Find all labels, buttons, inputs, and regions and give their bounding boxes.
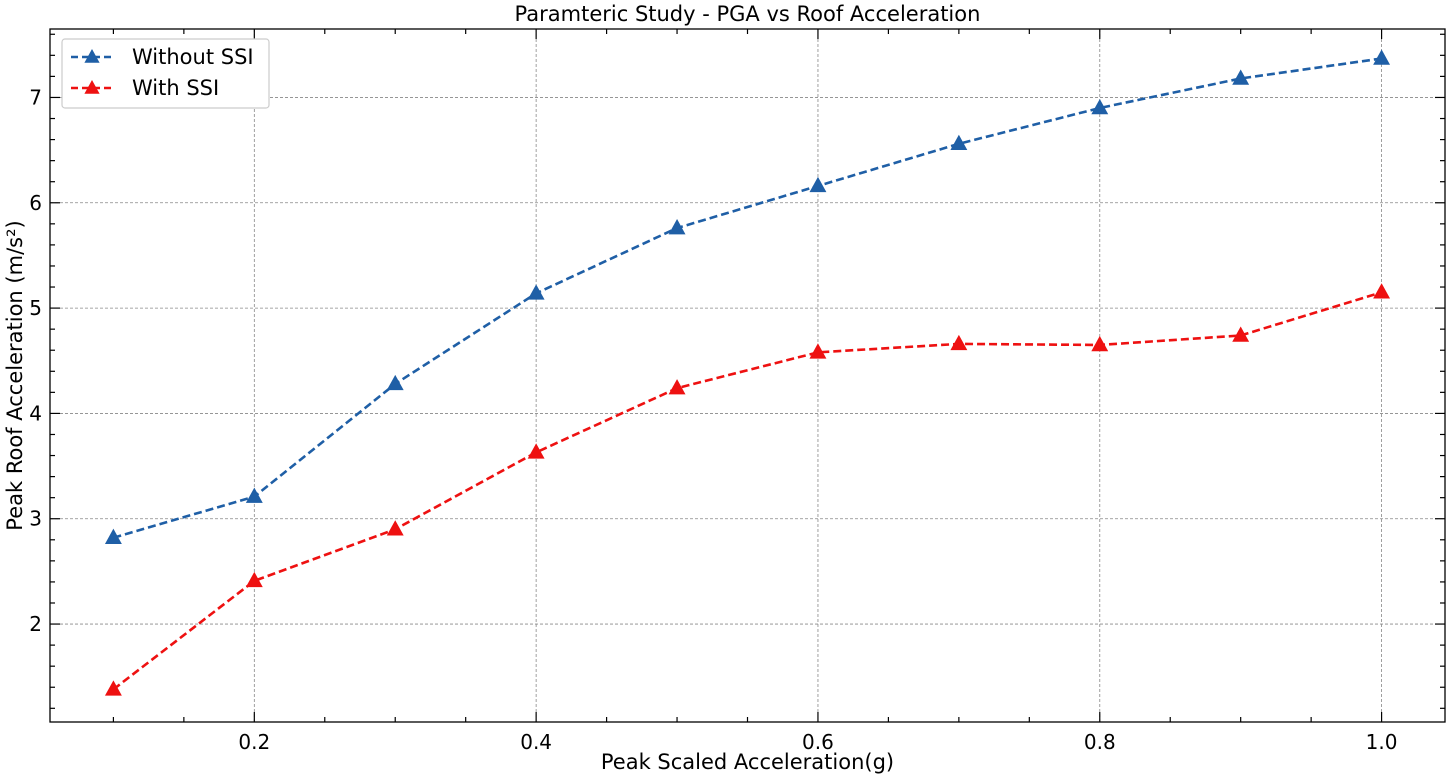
x-tick-label: 0.6 [802, 730, 834, 754]
chart-title: Paramteric Study - PGA vs Roof Accelerat… [515, 2, 981, 26]
data-point [1232, 69, 1250, 85]
data-point [809, 343, 827, 359]
data-point [1373, 283, 1391, 299]
grid-layer [50, 29, 1445, 722]
series-layer [104, 49, 1391, 696]
legend-box [61, 38, 270, 109]
data-point [245, 487, 263, 503]
x-tick-label: 1.0 [1366, 730, 1398, 754]
x-axis-label: Peak Scaled Acceleration(g) [601, 750, 894, 774]
y-tick-label: 2 [29, 612, 42, 636]
series-line [112, 291, 1382, 691]
tick-labels-layer: 0.2 0.4 0.6 0.8 1.0 2 3 4 5 6 7 [29, 85, 1397, 754]
data-point [1091, 98, 1109, 115]
series-line [113, 57, 1382, 539]
data-point [386, 374, 404, 391]
ticks-layer [50, 29, 1445, 722]
series-with-ssi [104, 283, 1391, 696]
legend-label: Without SSI [132, 45, 254, 69]
series-without-ssi [104, 49, 1391, 544]
data-point [950, 334, 968, 351]
x-tick-label: 0.8 [1084, 730, 1116, 754]
y-tick-label: 5 [29, 296, 42, 320]
data-point [1091, 335, 1109, 352]
y-tick-label: 4 [29, 401, 42, 425]
data-point [104, 528, 122, 544]
triangle-up-icon [84, 80, 100, 94]
data-point [668, 219, 686, 235]
data-point [809, 176, 827, 193]
data-point [1373, 49, 1391, 65]
data-point [950, 134, 968, 151]
data-point [245, 571, 263, 588]
legend-entry-without-ssi: Without SSI [71, 45, 254, 69]
x-tick-label: 0.4 [520, 730, 552, 754]
data-point [527, 284, 545, 300]
plot-frame [49, 28, 1446, 723]
legend-label: With SSI [132, 76, 219, 100]
y-tick-label: 7 [29, 85, 42, 109]
y-tick-label: 3 [29, 507, 42, 531]
data-point [527, 443, 545, 459]
data-point [1232, 326, 1250, 342]
y-tick-label: 6 [29, 191, 42, 215]
triangle-up-icon [84, 49, 100, 63]
legend-entry-with-ssi: With SSI [71, 76, 219, 100]
x-tick-label: 0.2 [238, 730, 270, 754]
data-point [104, 680, 122, 696]
data-point [668, 379, 686, 395]
legend: Without SSI With SSI [61, 38, 270, 109]
data-point [386, 520, 404, 536]
y-axis-label: Peak Roof Acceleration (m/s²) [3, 220, 27, 530]
